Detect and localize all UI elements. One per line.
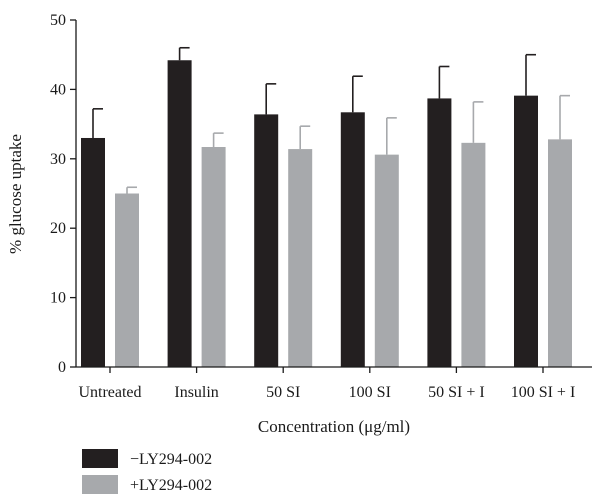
legend-label-plus-ly: +LY294-002 [130, 477, 212, 494]
bar-minus-ly-1 [167, 60, 192, 367]
y-tick-label: 40 [50, 81, 66, 98]
bar-plus-ly-5 [548, 139, 572, 367]
bar-minus-ly-3 [340, 112, 365, 367]
y-tick-label: 20 [50, 220, 66, 237]
plot-area: 0 10 20 30 40 50 Untreated Insulin 50 SI 100 SI 5… [50, 12, 592, 401]
y-tick-label: 10 [50, 290, 66, 307]
bar-plus-ly-4 [461, 142, 486, 367]
bar-plus-ly-2 [288, 149, 313, 367]
x-tick-label: 100 SI + I [511, 384, 576, 401]
bars-group [81, 60, 572, 368]
x-tick-label: Untreated [78, 384, 141, 401]
y-tick-label: 50 [50, 12, 66, 29]
bar-minus-ly-0 [81, 137, 105, 367]
x-axis-label: Concentration (μg/ml) [258, 417, 410, 436]
x-tick-label: Insulin [174, 384, 218, 401]
bar-minus-ly-2 [254, 114, 279, 367]
bar-plus-ly-3 [374, 154, 399, 367]
legend-swatch-plus-ly [82, 475, 118, 494]
bar-minus-ly-5 [514, 95, 538, 368]
y-axis-label: % glucose uptake [6, 134, 25, 254]
x-axis-ticks: Untreated Insulin 50 SI 100 SI 50 SI + I 100 … [78, 367, 575, 401]
x-tick-label: 50 SI + I [428, 384, 485, 401]
bar-plus-ly-0 [115, 193, 139, 367]
legend-swatch-minus-ly [82, 449, 118, 468]
bar-plus-ly-1 [201, 147, 226, 367]
y-axis-ticks: 0 10 20 30 40 50 [50, 12, 76, 376]
x-tick-label: 50 SI [266, 384, 300, 401]
x-tick-label: 100 SI [349, 384, 391, 401]
error-bars-group [92, 46, 570, 194]
y-tick-label: 0 [58, 359, 66, 376]
legend: −LY294-002 +LY294-002 [82, 449, 212, 494]
legend-label-minus-ly: −LY294-002 [130, 451, 212, 468]
bar-minus-ly-4 [427, 98, 452, 367]
y-tick-label: 30 [50, 151, 66, 168]
